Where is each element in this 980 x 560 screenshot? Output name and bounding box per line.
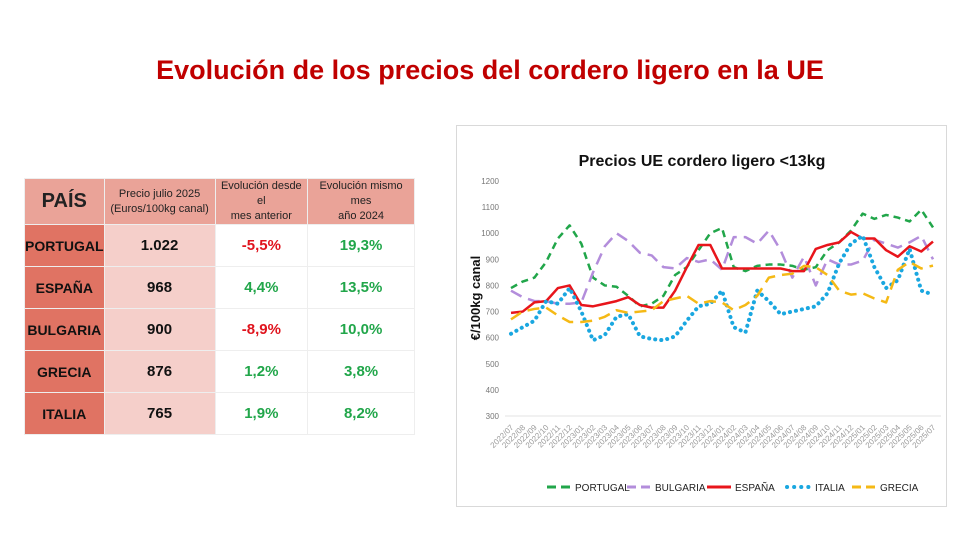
header-yoy-line2: año 2024 (338, 210, 384, 222)
yoy-cell: 13,5% (307, 266, 415, 309)
series-line-españa (510, 230, 934, 315)
table-row: ITALIA 765 1,9% 8,2% (24, 392, 415, 435)
mom-cell: 1,9% (214, 392, 309, 435)
y-tick-label: 700 (486, 308, 500, 317)
mom-cell: 1,2% (214, 350, 309, 393)
y-axis-label: €/100kg canal (468, 256, 483, 341)
header-mom: Evolución desde el mes anterior (214, 178, 309, 225)
price-cell: 876 (103, 350, 216, 393)
header-country: PAÍS (24, 178, 105, 225)
y-tick-label: 600 (486, 334, 500, 343)
country-cell: GRECIA (24, 350, 105, 393)
y-tick-label: 300 (486, 412, 500, 421)
header-mom-line2: mes anterior (230, 210, 292, 222)
country-cell: PORTUGAL (24, 224, 105, 267)
legend-label: BULGARIA (655, 483, 706, 494)
page-title: Evolución de los precios del cordero lig… (156, 55, 824, 85)
price-cell: 765 (103, 392, 216, 435)
chart-title: Precios UE cordero ligero <13kg (579, 153, 826, 170)
y-tick-label: 800 (486, 281, 500, 290)
legend-label: ITALIA (815, 483, 845, 494)
y-tick-label: 400 (486, 386, 500, 395)
chart-svg: Precios UE cordero ligero <13kg €/100kg … (468, 153, 941, 494)
price-cell: 968 (103, 266, 216, 309)
series-line-italia (509, 233, 935, 343)
yoy-cell: 8,2% (307, 392, 415, 435)
series-line-grecia (510, 260, 934, 324)
header-price-line2: (Euros/100kg canal) (110, 202, 209, 215)
table-row: PORTUGAL 1.022 -5,5% 19,3% (24, 224, 415, 267)
header-mom-line1: Evolución desde el (220, 180, 302, 207)
yoy-cell: 3,8% (307, 350, 415, 393)
yoy-cell: 10,0% (307, 308, 415, 351)
header-price: Precio julio 2025 (Euros/100kg canal) (103, 178, 216, 225)
price-cell: 1.022 (103, 224, 216, 267)
table-row: ESPAÑA 968 4,4% 13,5% (24, 266, 415, 309)
header-price-line1: Precio julio 2025 (118, 187, 201, 200)
series-line-portugal (510, 208, 935, 308)
table-row: GRECIA 876 1,2% 3,8% (24, 350, 415, 393)
y-tick-label: 500 (486, 360, 500, 369)
price-cell: 900 (103, 308, 216, 351)
yoy-cell: 19,3% (307, 224, 415, 267)
mom-cell: 4,4% (214, 266, 309, 309)
header-yoy-line1: Evolución mismo mes (319, 180, 403, 207)
legend-label: ESPAÑA (735, 481, 775, 494)
header-yoy: Evolución mismo mes año 2024 (307, 178, 415, 225)
line-chart: Precios UE cordero ligero <13kg €/100kg … (456, 125, 947, 507)
table-row: BULGARIA 900 -8,9% 10,0% (24, 308, 415, 351)
mom-cell: -5,5% (214, 224, 309, 267)
price-table: PAÍS Precio julio 2025 (Euros/100kg canal… (24, 178, 415, 435)
y-tick-label: 1000 (481, 229, 499, 238)
mom-cell: -8,9% (214, 308, 309, 351)
table-header: PAÍS Precio julio 2025 (Euros/100kg canal… (24, 178, 415, 225)
y-tick-label: 900 (486, 255, 500, 264)
y-tick-label: 1200 (481, 177, 499, 186)
legend-label: GRECIA (880, 483, 919, 494)
country-cell: ITALIA (24, 392, 105, 435)
y-tick-label: 1100 (482, 203, 500, 212)
country-cell: BULGARIA (24, 308, 105, 351)
country-cell: ESPAÑA (24, 266, 105, 309)
legend-label: PORTUGAL (575, 483, 630, 494)
